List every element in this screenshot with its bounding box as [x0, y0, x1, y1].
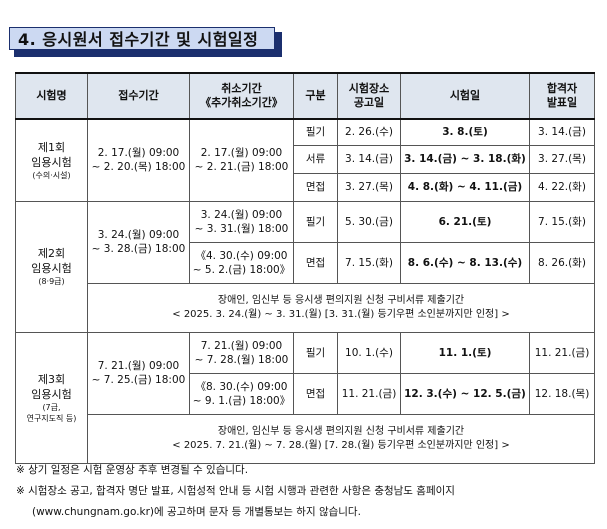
header-result: 합격자 발표일 — [529, 72, 595, 120]
header-exam-name: 시험명 — [15, 72, 88, 120]
exam3-name: 제3회 임용시험 (7급, 연구지도직 등) — [15, 331, 88, 464]
exam1-venue: 3. 14.(금) — [337, 144, 401, 174]
table-row: 면접 3. 27.(목) 4. 8.(화) ~ 4. 11.(금) 4. 22.… — [16, 172, 595, 202]
exam3-venue: 10. 1.(수) — [337, 331, 401, 374]
footer-notes: ※ 상기 일정은 시험 운영상 추후 변경될 수 있습니다. ※ 시험장소 공고… — [16, 460, 596, 523]
exam2-note: 장애인, 임신부 등 응시생 편의지원 신청 구비서류 제출기간 < 2025.… — [87, 282, 595, 333]
exam2-result: 7. 15.(화) — [529, 200, 595, 243]
header-venue: 시험장소 공고일 — [337, 72, 401, 120]
table-header-row: 시험명 접수기간 취소기간 《추가취소기간》 구분 시험장소 공고일 시험일 합… — [15, 72, 595, 120]
exam3-result: 12. 18.(목) — [529, 372, 595, 415]
table-row: 장애인, 임신부 등 응시생 편의지원 신청 구비서류 제출기간 < 2025.… — [16, 413, 595, 464]
table-row: 제3회 임용시험 (7급, 연구지도직 등) 7. 21.(월) 09:00 ~… — [15, 331, 595, 464]
exam2-cancel: 3. 24.(월) 09:00 ~ 3. 31.(월) 18:00 — [189, 200, 294, 243]
section-title: 4. 응시원서 접수기간 및 시험일정 — [9, 27, 283, 58]
exam1-venue: 2. 26.(수) — [337, 118, 401, 146]
exam3-venue: 11. 21.(금) — [337, 372, 401, 415]
exam3-exam-date: 11. 1.(토) — [400, 331, 530, 374]
exam1-exam-date: 3. 8.(토) — [400, 118, 530, 146]
exam3-note: 장애인, 임신부 등 응시생 편의지원 신청 구비서류 제출기간 < 2025.… — [87, 413, 595, 464]
exam3-category: 필기 — [293, 331, 338, 374]
table-row: 장애인, 임신부 등 응시생 편의지원 신청 구비서류 제출기간 < 2025.… — [16, 282, 595, 333]
exam1-exam-date: 4. 8.(화) ~ 4. 11.(금) — [400, 172, 530, 202]
exam3-exam-date: 12. 3.(수) ~ 12. 5.(금) — [400, 372, 530, 415]
exam3-cancel-extra: 《8. 30.(수) 09:00 ~ 9. 1.(금) 18:00》 — [189, 372, 294, 415]
exam2-venue: 5. 30.(금) — [337, 200, 401, 243]
exam1-result: 3. 27.(목) — [529, 144, 595, 174]
exam1-reception: 2. 17.(월) 09:00 ~ 2. 20.(목) 18:00 — [87, 118, 190, 202]
exam1-venue: 3. 27.(목) — [337, 172, 401, 202]
exam3-cancel: 7. 21.(월) 09:00 ~ 7. 28.(월) 18:00 — [189, 331, 294, 374]
section-title-text: 4. 응시원서 접수기간 및 시험일정 — [9, 27, 275, 50]
footer-note: ※ 시험장소 공고, 합격자 명단 발표, 시험성적 안내 등 시험 시행과 관… — [16, 485, 455, 497]
exam2-name: 제2회 임용시험 (8·9급) — [15, 200, 88, 333]
exam2-exam-date: 8. 6.(수) ~ 8. 13.(수) — [400, 241, 530, 284]
exam1-name: 제1회 임용시험 (수의·시설) — [15, 118, 88, 202]
exam-schedule-table: 시험명 접수기간 취소기간 《추가취소기간》 구분 시험장소 공고일 시험일 합… — [15, 72, 595, 464]
exam3-reception: 7. 21.(월) 09:00 ~ 7. 25.(금) 18:00 — [87, 331, 190, 415]
footer-note: ※ 상기 일정은 시험 운영상 추후 변경될 수 있습니다. — [16, 464, 249, 476]
exam1-result: 3. 14.(금) — [529, 118, 595, 146]
exam3-category: 면접 — [293, 372, 338, 415]
exam1-exam-date: 3. 14.(금) ~ 3. 18.(화) — [400, 144, 530, 174]
table-row: 서류 3. 14.(금) 3. 14.(금) ~ 3. 18.(화) 3. 27… — [16, 144, 595, 174]
exam1-category: 서류 — [293, 144, 338, 174]
exam1-category: 필기 — [293, 118, 338, 146]
exam2-category: 필기 — [293, 200, 338, 243]
exam2-category: 면접 — [293, 241, 338, 284]
exam2-cancel-extra: 《4. 30.(수) 09:00 ~ 5. 2.(금) 18:00》 — [189, 241, 294, 284]
header-reception: 접수기간 — [87, 72, 190, 120]
table-row: 제2회 임용시험 (8·9급) 3. 24.(월) 09:00 ~ 3. 28.… — [15, 200, 595, 333]
exam1-result: 4. 22.(화) — [529, 172, 595, 202]
exam1-cancel: 2. 17.(월) 09:00 ~ 2. 21.(금) 18:00 — [189, 118, 294, 202]
exam1-category: 면접 — [293, 172, 338, 202]
header-category: 구분 — [293, 72, 338, 120]
exam2-result: 8. 26.(화) — [529, 241, 595, 284]
exam2-venue: 7. 15.(화) — [337, 241, 401, 284]
header-cancel: 취소기간 《추가취소기간》 — [189, 72, 294, 120]
exam2-reception: 3. 24.(월) 09:00 ~ 3. 28.(금) 18:00 — [87, 200, 190, 284]
exam3-result: 11. 21.(금) — [529, 331, 595, 374]
exam2-exam-date: 6. 21.(토) — [400, 200, 530, 243]
table-row: 제1회 임용시험 (수의·시설) 2. 17.(월) 09:00 ~ 2. 20… — [15, 118, 595, 202]
footer-note: (www.chungnam.go.kr)에 공고하며 문자 등 개별통보는 하지… — [32, 506, 361, 518]
table-row: 《4. 30.(수) 09:00 ~ 5. 2.(금) 18:00》 면접 7.… — [16, 241, 595, 284]
header-exam-date: 시험일 — [400, 72, 530, 120]
